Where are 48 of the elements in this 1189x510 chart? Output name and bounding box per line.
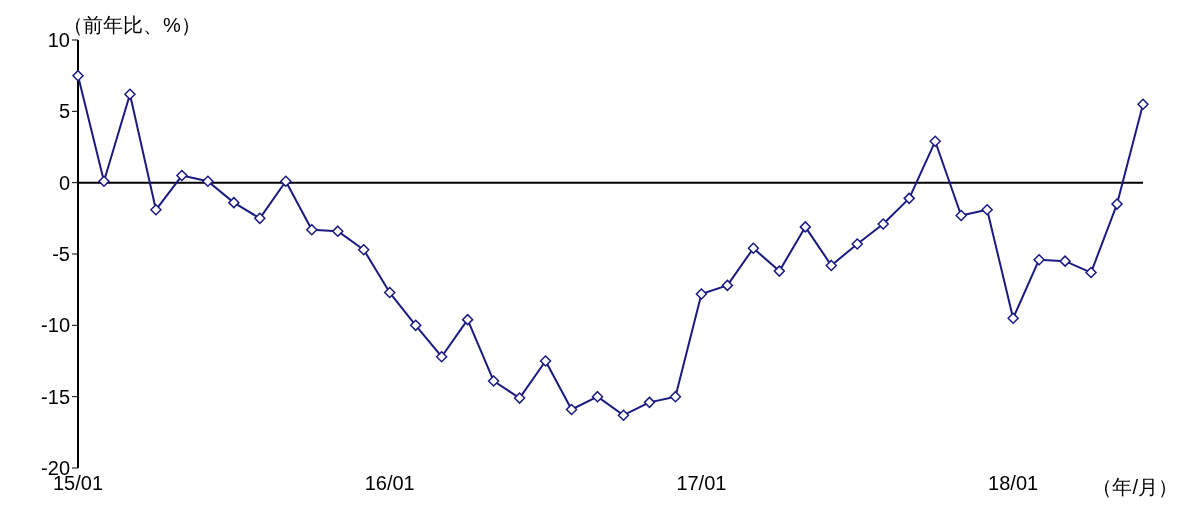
y-tick-label: -10 — [41, 314, 70, 337]
point — [124, 88, 136, 100]
point — [72, 69, 84, 82]
y-tick-label: 0 — [58, 171, 70, 194]
point — [487, 375, 500, 387]
point — [409, 319, 422, 332]
point — [721, 279, 734, 292]
point — [851, 238, 864, 250]
point — [539, 355, 552, 367]
point — [150, 204, 162, 216]
x-axis-title: （年/月） — [1092, 475, 1178, 500]
point — [1033, 253, 1045, 266]
point — [1007, 312, 1019, 324]
point — [695, 288, 708, 300]
point — [591, 390, 604, 403]
point — [280, 175, 292, 187]
point — [98, 175, 110, 187]
point — [1059, 255, 1071, 267]
x-tick-label: 17/01 — [676, 472, 727, 495]
point — [1137, 98, 1149, 110]
point — [929, 135, 941, 148]
point — [643, 396, 656, 409]
point — [176, 169, 188, 182]
y-tick-label: -15 — [41, 385, 70, 408]
point — [617, 409, 630, 421]
point — [254, 212, 266, 225]
point — [825, 259, 838, 272]
point — [1085, 266, 1097, 279]
point — [669, 390, 682, 403]
x-tick-label: 16/01 — [364, 472, 415, 495]
point — [799, 221, 812, 233]
y-tick-label: -5 — [52, 243, 70, 266]
point — [357, 243, 370, 256]
point — [981, 204, 993, 216]
point — [955, 209, 967, 222]
y-tick-label: 5 — [58, 100, 70, 123]
point — [513, 392, 526, 404]
point — [228, 196, 240, 209]
point — [773, 265, 786, 277]
point — [903, 192, 915, 205]
point — [461, 313, 474, 326]
point — [306, 224, 318, 236]
point — [435, 350, 448, 363]
point — [565, 403, 578, 416]
point — [202, 175, 214, 187]
x-tick-label: 18/01 — [988, 472, 1039, 495]
point — [383, 286, 396, 299]
point — [747, 242, 760, 255]
